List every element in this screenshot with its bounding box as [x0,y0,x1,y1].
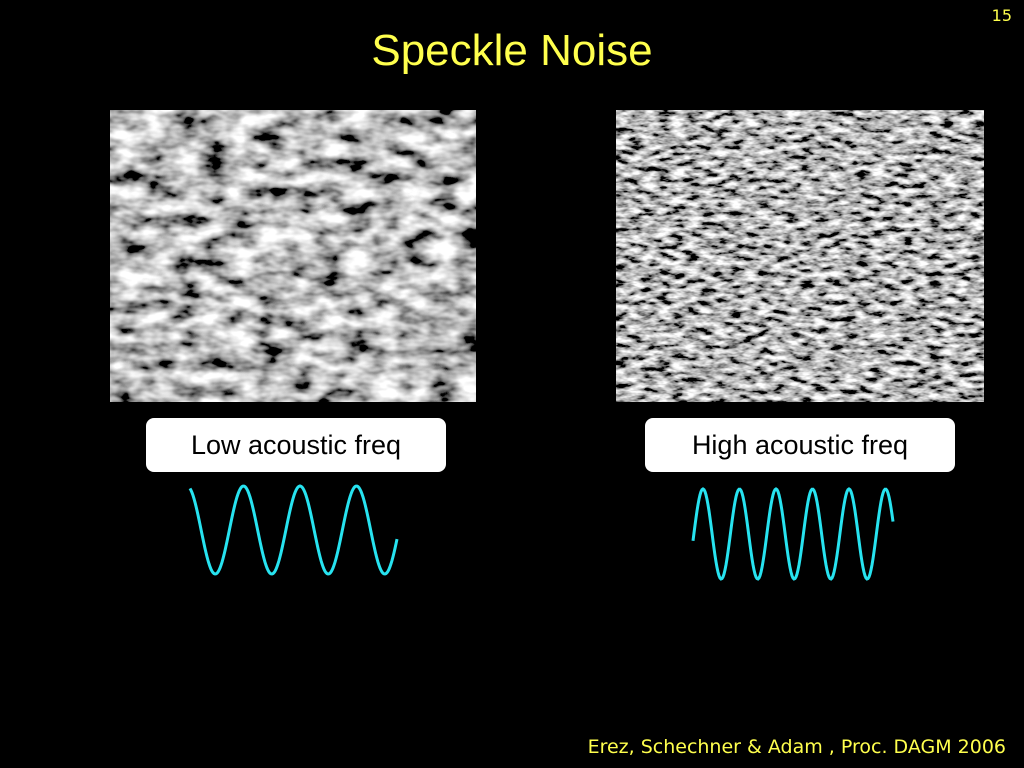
wave-high [691,487,895,581]
citation: Erez, Schechner & Adam , Proc. DAGM 2006 [587,736,1006,758]
panel-label: Low acoustic freq [146,418,446,472]
slide-title: Speckle Noise [371,26,653,75]
wave-low [188,484,399,576]
page-number: 15 [991,6,1012,25]
speckle-image-low [110,110,476,402]
panel-label: High acoustic freq [645,418,955,472]
speckle-image-high [616,110,984,402]
